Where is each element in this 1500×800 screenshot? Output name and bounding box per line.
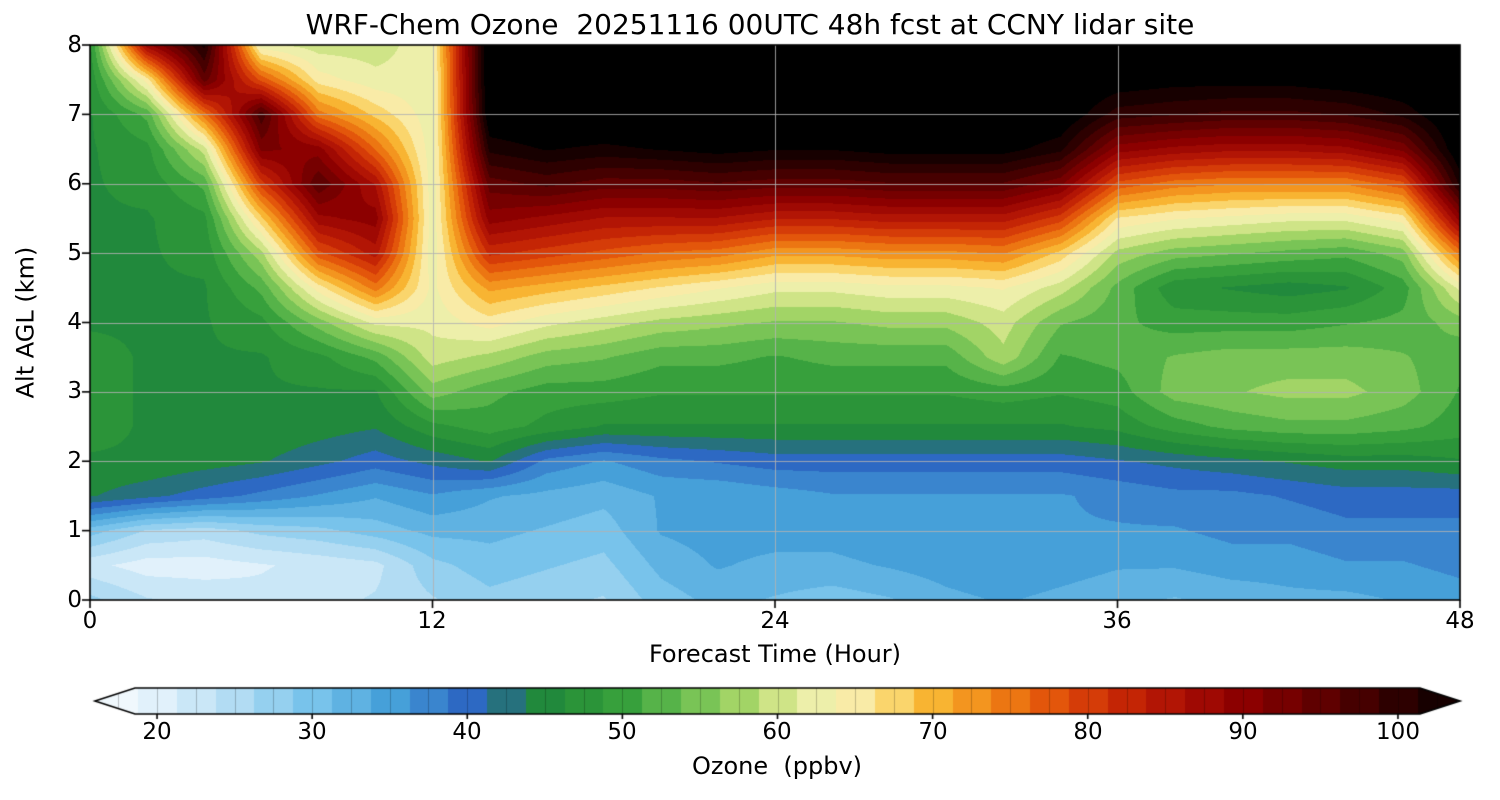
y-tick-label: 6 [67,170,82,196]
colorbar-tick-label: 70 [918,719,948,745]
x-axis-label: Forecast Time (Hour) [648,640,902,668]
chart-title: WRF-Chem Ozone 20251116 00UTC 48h fcst a… [305,8,1195,41]
y-tick-label: 2 [67,448,82,474]
y-tick-label: 4 [67,309,82,335]
colorbar-tick-label: 60 [762,719,792,745]
y-tick-label: 3 [67,378,82,404]
x-tick-label: 36 [1102,608,1132,634]
y-axis-label: Alt AGL (km) [11,246,40,399]
colorbar-tick-label: 80 [1073,719,1103,745]
x-tick-label: 24 [760,608,790,634]
colorbar-label: Ozone (ppbv) [691,752,863,780]
colorbar-tick-label: 50 [607,719,637,745]
y-tick-label: 8 [67,32,82,58]
x-tick-label: 0 [82,608,98,634]
colorbar-tick-label: 40 [452,719,482,745]
colorbar-tick-label: 100 [1376,719,1420,745]
x-tick-label: 12 [417,608,447,634]
y-tick-label: 7 [67,101,82,127]
x-tick-label: 48 [1445,608,1475,634]
colorbar-tick-label: 90 [1228,719,1258,745]
y-tick-label: 5 [67,240,82,266]
colorbar-tick-label: 30 [297,719,327,745]
colorbar-tick-label: 20 [142,719,172,745]
y-tick-label: 0 [67,587,82,613]
y-tick-label: 1 [67,517,82,543]
